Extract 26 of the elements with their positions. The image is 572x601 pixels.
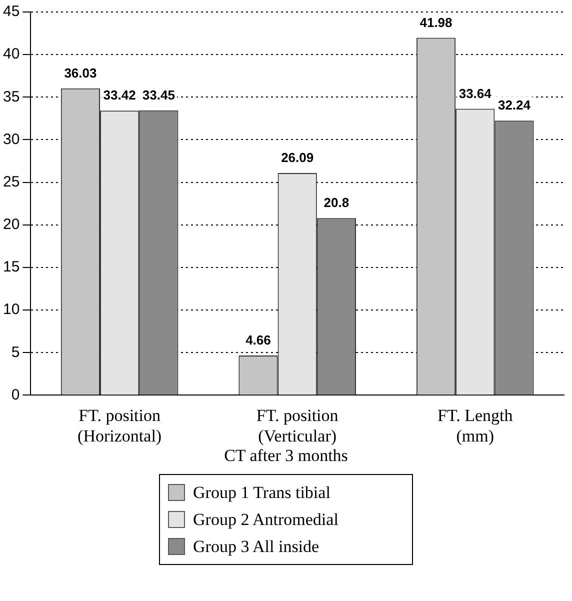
legend-label: Group 2 Antromedial: [193, 510, 338, 530]
data-label: 33.42: [103, 88, 136, 103]
legend-label: Group 1 Trans tibial: [193, 482, 330, 502]
y-tick-label: 30: [2, 130, 20, 148]
x-axis-title: CT after 3 months: [223, 446, 349, 466]
y-tick-label: 45: [2, 3, 20, 20]
y-tick-label: 5: [11, 344, 20, 361]
y-tick-label: 15: [2, 258, 20, 276]
x-tick-label: FT. position (Verticular): [256, 406, 339, 446]
data-label: 36.03: [64, 65, 97, 80]
y-tick-label: 40: [2, 46, 20, 63]
data-label: 4.66: [246, 332, 271, 348]
data-label: 26.09: [281, 150, 314, 166]
legend-label: Group 3 All inside: [193, 536, 320, 556]
y-tick-label: 20: [2, 216, 20, 234]
x-tick-label: FT. Length (mm): [437, 406, 514, 446]
data-label: 41.98: [420, 14, 452, 30]
y-tick-label: 35: [2, 88, 20, 106]
y-tick-label: 25: [2, 173, 20, 190]
y-tick-label: 0: [11, 386, 20, 404]
data-label: 20.8: [324, 195, 350, 210]
data-label: 33.45: [142, 87, 175, 102]
data-label: 32.24: [498, 98, 532, 113]
x-tick-label: FT. position (Horizontal): [78, 406, 162, 446]
y-tick-label: 10: [2, 301, 20, 318]
data-label: 33.64: [458, 86, 492, 101]
